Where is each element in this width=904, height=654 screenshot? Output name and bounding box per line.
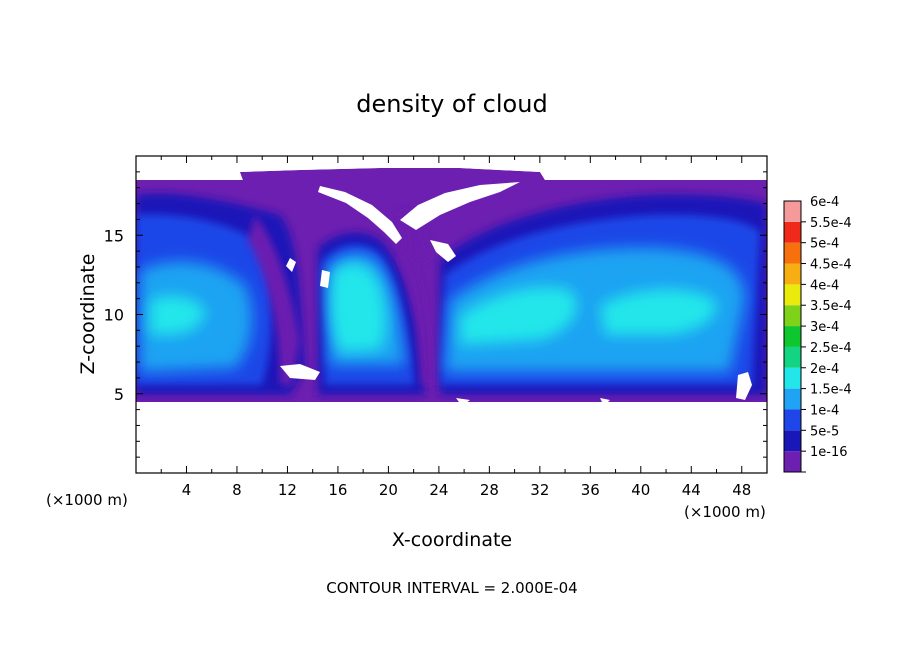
x-tick-label: 28 — [480, 481, 499, 499]
colorbar-label: 2e-4 — [810, 362, 839, 377]
y-axis-ticks: 5 10 15 — [104, 155, 767, 474]
x-tick-label: 40 — [631, 481, 650, 499]
colorbar-label: 3e-4 — [810, 320, 839, 335]
x-tick-label: 36 — [581, 481, 600, 499]
colorbar-label: 4e-4 — [810, 278, 839, 293]
x-tick-label: 4 — [182, 481, 192, 499]
y-tick-label: 15 — [104, 226, 124, 245]
colorbar-swatch — [784, 284, 801, 306]
colorbar-label: 1e-4 — [810, 403, 839, 418]
colorbar-label: 1e-16 — [810, 445, 848, 460]
x-tick-label: 32 — [530, 481, 549, 499]
y-axis-title: Z-coordinate — [77, 254, 99, 375]
x-axis-title: X-coordinate — [392, 529, 512, 551]
colorbar-swatch — [784, 409, 801, 431]
colorbar-swatch — [784, 451, 801, 472]
x-tick-label: 44 — [682, 481, 701, 499]
colorbar-swatch — [784, 221, 801, 243]
colorbar-swatch — [784, 346, 801, 368]
colorbar-swatch — [784, 430, 801, 452]
x-unit-right: (×1000 m) — [684, 503, 766, 521]
colorbar-swatch — [784, 201, 801, 222]
x-tick-label: 24 — [429, 481, 448, 499]
x-axis-ticks: 4 8 12 16 20 24 28 32 36 40 44 48 — [160, 156, 751, 499]
contour-interval-note: CONTOUR INTERVAL = 2.000E-04 — [326, 579, 577, 597]
colorbar-swatch — [784, 326, 801, 347]
cloud-density-field — [136, 156, 767, 473]
chart-title: density of cloud — [356, 90, 547, 118]
colorbar-swatch — [784, 367, 801, 389]
y-tick-label: 10 — [104, 306, 124, 325]
x-tick-label: 48 — [732, 481, 751, 499]
colorbar-label: 4.5e-4 — [810, 258, 852, 273]
field-level-2e-4 — [150, 263, 716, 352]
colorbar: 1e-16 5e-5 1e-4 1.5e-4 2e-4 2.5e-4 3e-4 3.5e-4 4… — [783, 195, 852, 473]
x-unit-left: (×1000 m) — [46, 491, 128, 509]
colorbar-label: 5e-5 — [810, 424, 839, 439]
colorbar-swatch — [784, 242, 801, 264]
x-tick-label: 16 — [328, 481, 347, 499]
field-clear-air — [136, 156, 767, 473]
field-anvil-top — [240, 168, 545, 232]
y-tick-label: 5 — [114, 385, 124, 404]
colorbar-swatch — [784, 263, 801, 285]
x-tick-label: 8 — [232, 481, 242, 499]
colorbar-label: 5.5e-4 — [810, 216, 852, 231]
colorbar-label: 5e-4 — [810, 237, 839, 252]
colorbar-label: 1.5e-4 — [810, 383, 852, 398]
x-tick-label: 12 — [278, 481, 297, 499]
x-tick-label: 20 — [379, 481, 398, 499]
colorbar-swatch — [784, 305, 801, 327]
field-bottom-fringe — [136, 395, 766, 403]
colorbar-label: 2.5e-4 — [810, 341, 852, 356]
colorbar-swatch — [784, 388, 801, 410]
colorbar-frame — [783, 200, 802, 473]
colorbar-label: 6e-4 — [810, 195, 839, 210]
colorbar-label: 3.5e-4 — [810, 299, 852, 314]
